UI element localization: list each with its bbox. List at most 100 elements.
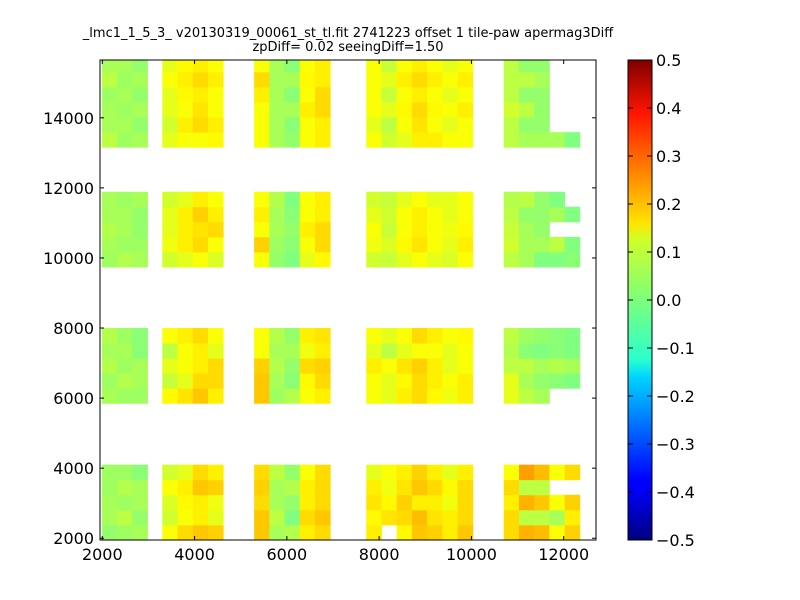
- heatmap-cell: [503, 358, 520, 374]
- heatmap-cell: [381, 494, 398, 511]
- heatmap-cell: [381, 252, 398, 268]
- heatmap-cell: [396, 86, 413, 103]
- heatmap-cell: [366, 509, 382, 526]
- heatmap-cell: [207, 509, 224, 526]
- heatmap-cell: [366, 71, 382, 88]
- heatmap-cell: [299, 509, 316, 526]
- heatmap-cell: [207, 328, 224, 344]
- heatmap-cell: [269, 464, 285, 481]
- y-tick-label: 8000: [53, 319, 94, 338]
- heatmap-cell: [427, 494, 443, 511]
- heatmap-cell: [299, 479, 316, 496]
- heatmap-cell: [254, 86, 270, 103]
- colorbar-tick-label: 0.2: [656, 195, 681, 214]
- heatmap-cell: [411, 60, 428, 73]
- heatmap-cell: [207, 102, 224, 118]
- heatmap-cell: [534, 464, 550, 481]
- heatmap-cell: [411, 509, 428, 526]
- heatmap-cell: [269, 328, 285, 344]
- heatmap-cell: [457, 373, 474, 389]
- heatmap-cell: [518, 236, 535, 253]
- colorbar-tick-label: 0.5: [656, 51, 681, 70]
- heatmap-cell: [411, 479, 428, 496]
- heatmap-cell: [457, 509, 474, 526]
- heatmap-cell: [117, 60, 133, 73]
- heatmap-cell: [457, 60, 474, 73]
- heatmap-cell: [117, 494, 133, 511]
- heatmap-cell: [299, 132, 316, 148]
- heatmap-cell: [518, 117, 535, 133]
- heatmap-cell: [162, 86, 178, 103]
- heatmap-cell: [177, 328, 194, 344]
- heatmap-cell: [411, 494, 428, 511]
- colorbar-tick-label: 0.0: [656, 291, 681, 310]
- colorbar-tick-label: 0.3: [656, 147, 681, 166]
- heatmap-cell: [299, 117, 316, 133]
- heatmap-cell: [534, 494, 550, 511]
- heatmap-cell: [549, 494, 566, 511]
- heatmap-cell: [503, 479, 520, 496]
- heatmap-cell: [381, 373, 398, 389]
- heatmap-cell: [534, 373, 550, 389]
- heatmap-cell: [177, 373, 194, 389]
- heatmap-cell: [442, 464, 458, 481]
- heatmap-cell: [411, 524, 428, 540]
- heatmap-cell: [549, 191, 566, 208]
- colorbar-tick-label: −0.5: [656, 531, 695, 550]
- heatmap-cell: [457, 524, 474, 540]
- heatmap-cell: [117, 343, 133, 359]
- heatmap-cell: [192, 117, 209, 133]
- heatmap-cell: [564, 236, 581, 253]
- heatmap-cell: [192, 524, 209, 540]
- heatmap-cell: [162, 206, 178, 223]
- heatmap-cell: [396, 494, 413, 511]
- heatmap-cell: [442, 328, 458, 344]
- heatmap-cell: [411, 358, 428, 374]
- heatmap-cell: [299, 236, 316, 253]
- heatmap-cell: [254, 71, 270, 88]
- heatmap-cell: [299, 464, 316, 481]
- heatmap-cell: [177, 132, 194, 148]
- heatmap-cell: [442, 71, 458, 88]
- heatmap-cell: [284, 373, 301, 389]
- heatmap-cell: [299, 86, 316, 103]
- heatmap-cell: [117, 221, 133, 238]
- heatmap-cell: [284, 358, 301, 374]
- heatmap-cell: [518, 388, 535, 404]
- heatmap-cell: [284, 494, 301, 511]
- heatmap-cell: [427, 252, 443, 268]
- heatmap-cell: [177, 221, 194, 238]
- heatmap-cell: [396, 479, 413, 496]
- heatmap-cell: [411, 373, 428, 389]
- heatmap-cell: [396, 221, 413, 238]
- heatmap-cell: [315, 102, 331, 118]
- heatmap-cell: [534, 343, 550, 359]
- heatmap-cell: [254, 206, 270, 223]
- heatmap-cell: [564, 524, 581, 540]
- colorbar-ticks: 0.5 0.4 0.3 0.2 0.1 0.0 −0.1 −0.2 −0.3 −0.4 −0.5: [628, 51, 695, 550]
- heatmap-cell: [299, 343, 316, 359]
- heatmap-cell: [518, 71, 535, 88]
- heatmap-cell: [132, 358, 148, 374]
- heatmap-cell: [564, 464, 581, 481]
- heatmap-cell: [411, 86, 428, 103]
- heatmap-cell: [457, 252, 474, 268]
- heatmap-cell: [254, 102, 270, 118]
- heatmap-cell: [534, 252, 550, 268]
- heatmap-cell: [132, 86, 148, 103]
- heatmap-cell: [518, 206, 535, 223]
- heatmap-cell: [177, 60, 194, 73]
- heatmap-cell: [192, 236, 209, 253]
- heatmap-cell: [162, 343, 178, 359]
- heatmap-cell: [564, 252, 581, 268]
- heatmap-cell: [366, 373, 382, 389]
- plot-frame: [99, 59, 597, 541]
- heatmap-cell: [503, 132, 520, 148]
- heatmap-cell: [177, 86, 194, 103]
- heatmap-cell: [411, 191, 428, 208]
- y-tick-label: 14000: [43, 109, 94, 128]
- heatmap-cell: [381, 479, 398, 496]
- heatmap-cell: [284, 328, 301, 344]
- heatmap-cell: [162, 117, 178, 133]
